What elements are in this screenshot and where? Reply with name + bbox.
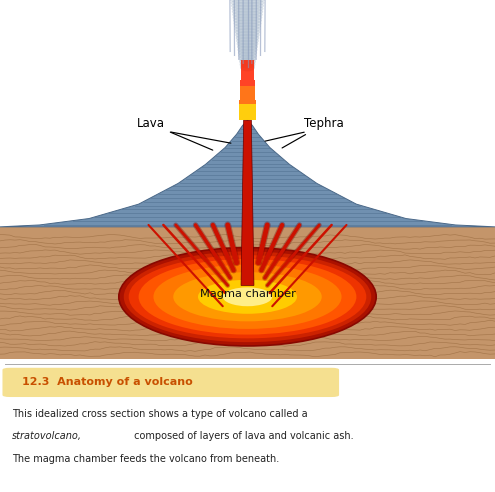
- Polygon shape: [240, 96, 255, 98]
- Text: Lava: Lava: [137, 118, 213, 150]
- Polygon shape: [239, 118, 256, 120]
- Ellipse shape: [124, 251, 371, 342]
- Text: 12.3  Anatomy of a volcano: 12.3 Anatomy of a volcano: [22, 377, 193, 387]
- Ellipse shape: [238, 46, 257, 54]
- Polygon shape: [0, 120, 495, 227]
- Ellipse shape: [236, 37, 259, 45]
- Ellipse shape: [239, 52, 257, 60]
- Text: composed of layers of lava and volcanic ash.: composed of layers of lava and volcanic …: [131, 431, 354, 441]
- Ellipse shape: [233, 16, 262, 25]
- Ellipse shape: [235, 25, 260, 33]
- Polygon shape: [240, 102, 255, 104]
- Polygon shape: [240, 92, 255, 94]
- Ellipse shape: [240, 63, 255, 71]
- Polygon shape: [239, 110, 256, 112]
- Polygon shape: [240, 100, 255, 102]
- Polygon shape: [241, 74, 254, 76]
- Polygon shape: [239, 112, 256, 114]
- Ellipse shape: [234, 22, 261, 31]
- Text: This idealized cross section shows a type of volcano called a: This idealized cross section shows a typ…: [12, 409, 308, 419]
- Polygon shape: [239, 108, 256, 110]
- Ellipse shape: [223, 287, 272, 306]
- Text: Tephra: Tephra: [282, 118, 344, 148]
- Polygon shape: [239, 106, 256, 108]
- Polygon shape: [240, 94, 255, 96]
- Ellipse shape: [235, 31, 260, 39]
- Ellipse shape: [237, 43, 258, 51]
- Ellipse shape: [233, 13, 262, 22]
- Ellipse shape: [235, 28, 260, 36]
- Polygon shape: [241, 68, 254, 70]
- Ellipse shape: [119, 247, 376, 346]
- Ellipse shape: [236, 34, 259, 42]
- Polygon shape: [241, 70, 254, 72]
- Text: Magma chamber: Magma chamber: [199, 289, 296, 299]
- FancyBboxPatch shape: [2, 368, 339, 397]
- Polygon shape: [242, 62, 253, 64]
- Ellipse shape: [231, 4, 263, 13]
- Ellipse shape: [173, 272, 322, 321]
- Polygon shape: [240, 88, 255, 90]
- Ellipse shape: [231, 1, 264, 10]
- Polygon shape: [241, 76, 254, 78]
- Ellipse shape: [232, 7, 263, 16]
- Polygon shape: [241, 64, 254, 66]
- Ellipse shape: [139, 259, 356, 335]
- Ellipse shape: [239, 54, 256, 62]
- Ellipse shape: [237, 40, 258, 48]
- Ellipse shape: [230, 0, 265, 1]
- Polygon shape: [240, 86, 255, 88]
- Ellipse shape: [230, 0, 265, 4]
- Ellipse shape: [238, 49, 257, 57]
- Ellipse shape: [232, 10, 263, 19]
- Polygon shape: [241, 120, 254, 285]
- Polygon shape: [241, 72, 254, 74]
- Polygon shape: [240, 84, 255, 86]
- Polygon shape: [241, 66, 254, 68]
- Polygon shape: [241, 82, 254, 84]
- Ellipse shape: [231, 0, 264, 7]
- Ellipse shape: [153, 265, 342, 329]
- Ellipse shape: [234, 19, 261, 28]
- Ellipse shape: [240, 60, 255, 68]
- Polygon shape: [240, 98, 255, 100]
- Polygon shape: [239, 114, 256, 116]
- Polygon shape: [242, 60, 253, 62]
- Ellipse shape: [129, 255, 366, 338]
- Text: The magma chamber feeds the volcano from beneath.: The magma chamber feeds the volcano from…: [12, 454, 280, 464]
- Polygon shape: [240, 90, 255, 92]
- Ellipse shape: [239, 57, 256, 65]
- Polygon shape: [0, 227, 495, 359]
- Text: stratovolcano,: stratovolcano,: [12, 431, 82, 441]
- Polygon shape: [239, 116, 256, 118]
- Polygon shape: [241, 80, 254, 82]
- Polygon shape: [241, 78, 254, 80]
- Polygon shape: [239, 104, 256, 106]
- Ellipse shape: [198, 280, 297, 314]
